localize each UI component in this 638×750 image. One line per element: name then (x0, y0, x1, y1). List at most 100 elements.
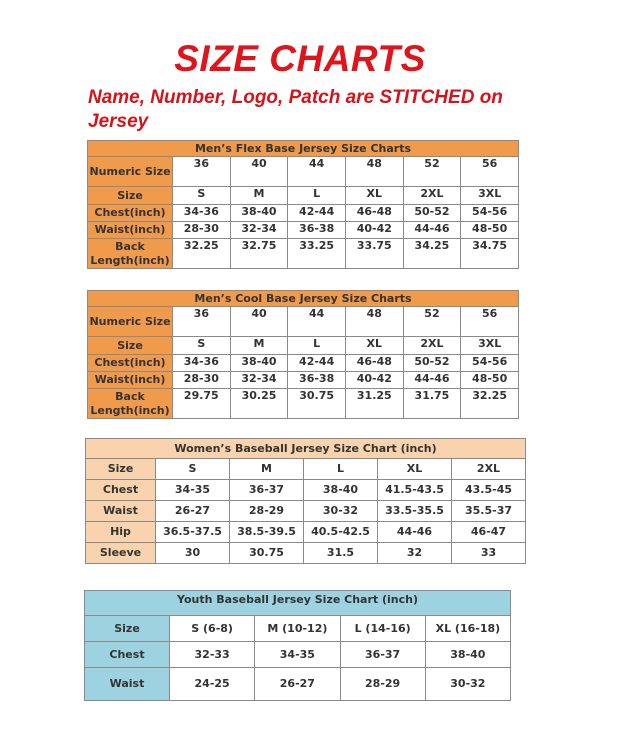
table-cell: M (10-12) (254, 615, 341, 642)
row-label: Waist (84, 667, 170, 701)
table-cell: S (155, 458, 230, 480)
table-cell: 32 (377, 542, 452, 564)
row-label: Waist(inch) (87, 221, 173, 239)
mens-flex-base-size-table: Men’s Flex Base Jersey Size Charts Numeri… (87, 140, 519, 269)
table-cell: 56 (460, 156, 519, 187)
table-cell: 34-35 (155, 479, 230, 501)
table-cell: S (6-8) (168, 615, 256, 642)
table-row: Back Length(inch) 29.75 30.25 30.75 31.25 31.… (87, 388, 519, 419)
table-row: Waist(inch) 28-30 32-34 36-38 40-42 44-46 48-5… (87, 221, 519, 239)
page-title: SIZE CHARTS (174, 38, 426, 79)
table-cell: 32.75 (229, 238, 289, 269)
table-cell: 44-46 (402, 371, 462, 389)
table-cell: 28-29 (229, 500, 304, 522)
table-cell: 34.25 (402, 238, 462, 269)
table-cell: 42-44 (287, 354, 346, 372)
table-cell: 30.75 (287, 388, 346, 419)
table-cell: 52 (402, 306, 462, 337)
table-row: Chest 32-33 34-35 36-37 38-40 (84, 641, 512, 668)
table-cell: 28-29 (339, 667, 426, 701)
table-cell: 42-44 (287, 204, 346, 222)
table-cell: 32.25 (460, 388, 519, 419)
table-cell: 30 (155, 542, 230, 564)
row-label: Size (87, 336, 173, 355)
table-cell: 32-34 (229, 371, 289, 389)
table-cell: 36-37 (229, 479, 304, 501)
row-label: Size (84, 615, 170, 642)
table-cell: 46-47 (451, 521, 526, 543)
table-cell: L (303, 458, 378, 480)
row-label: Chest(inch) (87, 204, 173, 222)
table-cell: 40-42 (344, 221, 404, 239)
table-cell: XL (344, 186, 404, 205)
table-cell: 44 (287, 156, 346, 187)
table-cell: 38-40 (303, 479, 378, 501)
row-label: Hip (85, 521, 156, 543)
table-cell: XL (377, 458, 452, 480)
table-cell: 38.5-39.5 (229, 521, 304, 543)
table-cell: L (14-16) (339, 615, 426, 642)
table-cell: L (287, 336, 346, 355)
table-cell: 40.5-42.5 (303, 521, 378, 543)
table-cell: M (229, 186, 289, 205)
table-cell: M (229, 458, 304, 480)
table-cell: 28-30 (172, 221, 231, 239)
row-label: Size (85, 458, 156, 480)
table-cell: 32-33 (168, 641, 256, 668)
table-cell: 2XL (451, 458, 526, 480)
table-cell: 34-36 (172, 354, 231, 372)
table-cell: 28-30 (172, 371, 231, 389)
table-cell: 2XL (402, 186, 462, 205)
table-cell: 32-34 (229, 221, 289, 239)
table-cell: 54-56 (460, 354, 519, 372)
row-label: Chest (85, 479, 156, 501)
table-cell: 40 (229, 156, 289, 187)
table-cell: 34-35 (254, 641, 341, 668)
womens-baseball-size-table: Women’s Baseball Jersey Size Chart (inch… (85, 438, 526, 564)
table-cell: 43.5-45 (451, 479, 526, 501)
table-row: Size S M L XL 2XL (85, 458, 526, 480)
table-cell: 3XL (460, 186, 519, 205)
table-cell: 26-27 (254, 667, 341, 701)
table-cell: 44-46 (377, 521, 452, 543)
table-row: Waist(inch) 28-30 32-34 36-38 40-42 44-46 48-5… (87, 371, 519, 389)
table-row: Numeric Size 36 40 44 48 52 56 (87, 156, 519, 187)
table-cell: 31.25 (344, 388, 404, 419)
row-label: Chest (84, 641, 170, 668)
table-cell: S (172, 186, 231, 205)
table-cell: 38-40 (229, 204, 289, 222)
table-row: Hip 36.5-37.5 38.5-39.5 40.5-42.5 44-46 46-47 (85, 521, 526, 543)
table-cell: 48-50 (460, 221, 519, 239)
table-cell: S (172, 336, 231, 355)
table-cell: 40 (229, 306, 289, 337)
row-label: Sleeve (85, 542, 156, 564)
table-cell: 36-37 (339, 641, 426, 668)
table-cell: 30-32 (424, 667, 512, 701)
table-cell: 2XL (402, 336, 462, 355)
table-row: Sleeve 30 30.75 31.5 32 33 (85, 542, 526, 564)
row-label: Waist(inch) (87, 371, 173, 389)
table-cell: 38-40 (229, 354, 289, 372)
table-cell: 36-38 (287, 221, 346, 239)
table-cell: 50-52 (402, 354, 462, 372)
table-cell: 38-40 (424, 641, 512, 668)
table-row: Waist 24-25 26-27 28-29 30-32 (84, 667, 512, 701)
table-row: Chest(inch) 34-36 38-40 42-44 46-48 50-52 54-5… (87, 204, 519, 222)
table-cell: 30.75 (229, 542, 304, 564)
table-row: Size S (6-8) M (10-12) L (14-16) XL (16-18) (84, 615, 512, 642)
table-row: Chest 34-35 36-37 38-40 41.5-43.5 43.5-45 (85, 479, 526, 501)
table-cell: 3XL (460, 336, 519, 355)
table-cell: 30-32 (303, 500, 378, 522)
table-cell: 24-25 (168, 667, 256, 701)
table-cell: 48 (344, 306, 404, 337)
table-cell: 33.5-35.5 (377, 500, 452, 522)
table-cell: 36 (172, 306, 231, 337)
table-row: Size S M L XL 2XL 3XL (87, 336, 519, 355)
table-cell: L (287, 186, 346, 205)
subtitle: Name, Number, Logo, Patch are STITCHED o… (88, 87, 503, 132)
table-cell: 31.75 (402, 388, 462, 419)
youth-baseball-size-table: Youth Baseball Jersey Size Chart (inch) S… (84, 590, 512, 701)
table-cell: 36-38 (287, 371, 346, 389)
table-cell: 33.25 (287, 238, 346, 269)
table-caption: Youth Baseball Jersey Size Chart (inch) (84, 590, 511, 616)
